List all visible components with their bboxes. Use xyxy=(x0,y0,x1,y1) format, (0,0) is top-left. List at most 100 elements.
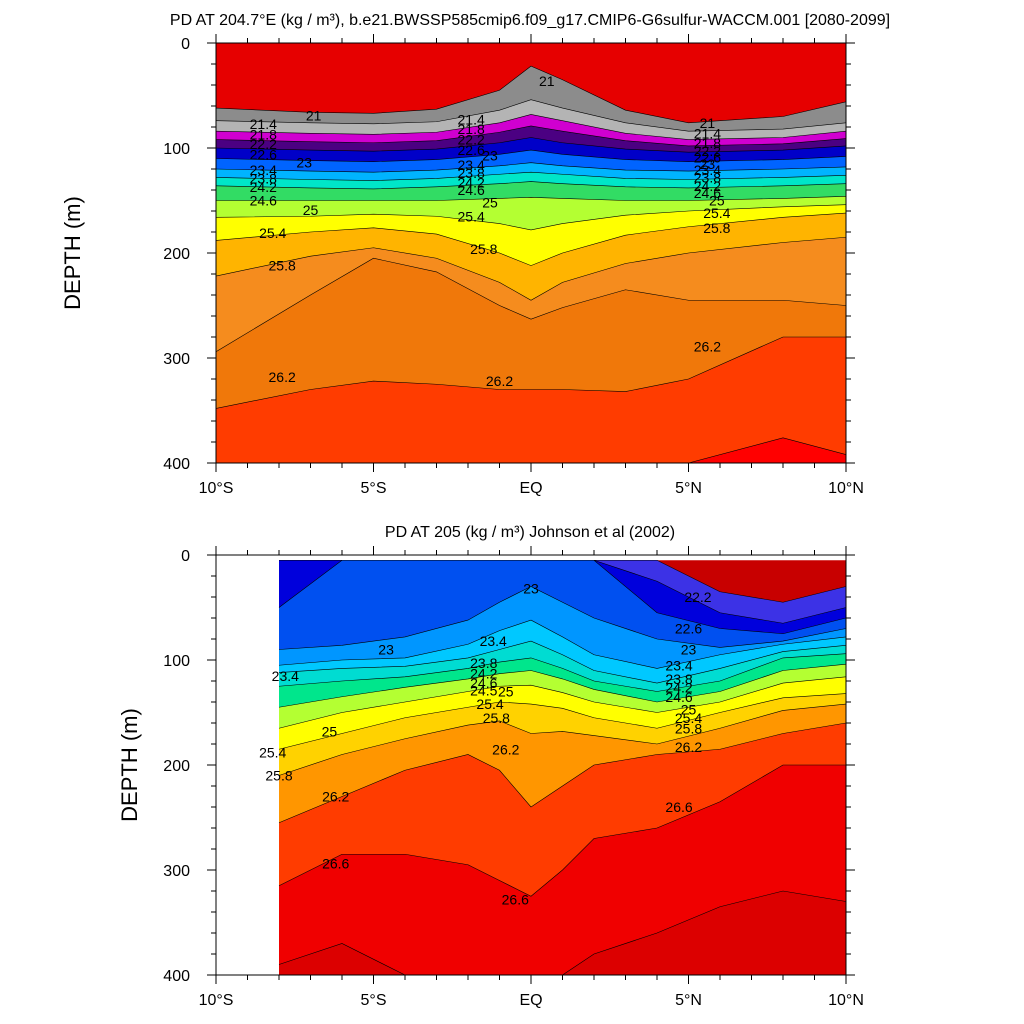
y-tick-label: 200 xyxy=(163,246,190,263)
contour-label: 23 xyxy=(700,156,716,172)
y-tick-label: 400 xyxy=(163,456,190,473)
plot-area xyxy=(278,559,846,975)
contour-line-25 xyxy=(278,663,846,708)
contour-label: 23.4 xyxy=(665,657,692,673)
contour-label: 23.4 xyxy=(250,162,277,178)
contour-label: 26.2 xyxy=(675,739,702,755)
contour-line-24_6 xyxy=(278,653,846,692)
contour-label: 26.6 xyxy=(502,891,529,907)
contour-label: 26.6 xyxy=(322,856,349,872)
contour-label: 21.8 xyxy=(250,126,277,142)
contour-label: 24.6 xyxy=(250,193,277,209)
panel-bottom: PD AT 205 (kg / m³) Johnson et al (2002)… xyxy=(117,524,864,1009)
contour-line-25_4 xyxy=(216,212,846,266)
contour-label: 26.6 xyxy=(665,799,692,815)
contour-label: 23.4 xyxy=(480,633,507,649)
contour-line-23 xyxy=(216,149,846,162)
contour-line-26_2 xyxy=(278,703,846,776)
x-tick-label: 10°S xyxy=(199,992,234,1009)
contour-label: 25.4 xyxy=(259,225,286,241)
y-tick-label: 300 xyxy=(163,351,190,368)
y-tick-label: 100 xyxy=(163,141,190,158)
contour-label: 25.4 xyxy=(703,205,730,221)
contour-label: 24.2 xyxy=(458,175,485,191)
contour-label: 26.2 xyxy=(486,373,513,389)
x-tick-label: 10°N xyxy=(828,480,864,497)
y-tick-label: 0 xyxy=(181,36,190,53)
contour-label: 22.2 xyxy=(694,143,721,159)
x-tick-label: EQ xyxy=(519,480,542,497)
contour-label: 25 xyxy=(303,202,319,218)
x-axis: 10°S 5°S EQ 5°N 10°N xyxy=(199,34,864,497)
contour-label: 24.6 xyxy=(665,689,692,705)
contour-label: 24.2 xyxy=(250,179,277,195)
contour-line-23 xyxy=(278,559,846,635)
contour-label: 22.6 xyxy=(675,621,702,637)
contour-label: 25.8 xyxy=(470,241,497,257)
x-tick-label: 5°S xyxy=(361,480,387,497)
chart-title: PD AT 204.7°E (kg / m³), b.e21.BWSSP585c… xyxy=(170,12,890,29)
y-axis: 0 100 200 300 400 xyxy=(163,36,855,473)
contour-label: 22.6 xyxy=(458,142,485,158)
contour-label: 25.4 xyxy=(675,710,702,726)
panel-top: PD AT 204.7°E (kg / m³), b.e21.BWSSP585c… xyxy=(60,12,890,497)
contour-label: 26.2 xyxy=(269,369,296,385)
contour-line-25 xyxy=(216,204,846,231)
contour-label: 23.4 xyxy=(458,157,485,173)
contour-label: 23 xyxy=(378,642,394,658)
contour-line-23_4 xyxy=(216,162,846,173)
contour-label: 24.5 xyxy=(470,682,497,698)
y-tick-label: 300 xyxy=(163,863,190,880)
contour-label: 25 xyxy=(681,701,697,717)
contour-labels: 22.222.623 232323.423.423.423.823.824.224… xyxy=(259,581,712,908)
contour-label: 26.2 xyxy=(322,789,349,805)
contour-line-27 xyxy=(278,764,846,897)
contour-label: 21.4 xyxy=(250,116,277,132)
contour-line-26_6 xyxy=(216,336,846,409)
x-tick-label: EQ xyxy=(519,992,542,1009)
contour-label: 21.8 xyxy=(458,121,485,137)
contour-line-22_6 xyxy=(216,137,846,153)
contour-line-26_6 xyxy=(278,722,846,824)
contour-line-27 xyxy=(216,437,846,463)
contour-line-22_2 xyxy=(216,125,846,147)
contour-band-27 xyxy=(216,437,846,463)
plot-area xyxy=(216,43,846,463)
x-tick-label: 10°N xyxy=(828,992,864,1009)
contour-label: 25.8 xyxy=(483,710,510,726)
contour-label: 22.2 xyxy=(458,132,485,148)
contour-label: 25.8 xyxy=(265,768,292,784)
contour-label: 21 xyxy=(306,107,322,123)
contour-label: 26.2 xyxy=(694,338,721,354)
contour-label: 23 xyxy=(296,155,312,171)
contour-label: 23.4 xyxy=(272,668,299,684)
contour-label: 25.8 xyxy=(675,720,702,736)
x-tick-label: 5°N xyxy=(675,480,702,497)
contour-label: 23 xyxy=(523,581,539,597)
contour-line-23_8 xyxy=(216,171,846,181)
contour-label: 22.6 xyxy=(250,146,277,162)
x-tick-label: 5°S xyxy=(361,992,387,1009)
contour-label: 22.6 xyxy=(694,149,721,165)
contour-band-26_6 xyxy=(216,337,846,463)
contour-line-26_2 xyxy=(216,257,846,352)
contour-label: 21.8 xyxy=(694,135,721,151)
contour-label: 26.2 xyxy=(492,741,519,757)
contour-line-21_4 xyxy=(216,99,846,132)
contour-label: 24.2 xyxy=(694,178,721,194)
x-tick-label: 10°S xyxy=(199,480,234,497)
contour-label: 25 xyxy=(482,195,498,211)
y-axis: 0 100 200 300 400 xyxy=(163,548,855,985)
contour-line-24_2 xyxy=(278,640,846,684)
contour-line-25_4 xyxy=(278,676,846,729)
contour-label: 25.8 xyxy=(269,258,296,274)
contour-label: 25.8 xyxy=(703,220,730,236)
x-axis: 10°S 5°S EQ 5°N 10°N xyxy=(199,546,864,1009)
contour-label: 22.2 xyxy=(684,589,711,605)
x-tick-label: 5°N xyxy=(675,992,702,1009)
contour-label: 23.8 xyxy=(250,170,277,186)
contour-label: 25 xyxy=(498,684,514,700)
contour-line-25_8 xyxy=(216,236,846,301)
